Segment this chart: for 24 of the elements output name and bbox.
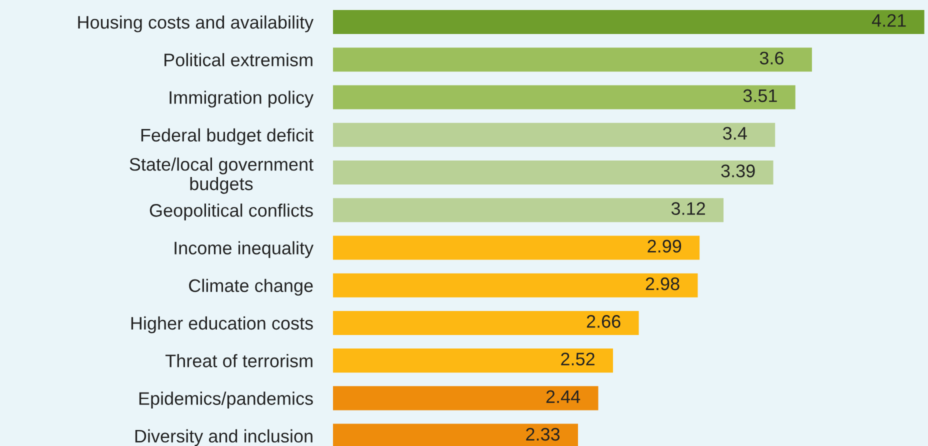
data-label: 3.51	[743, 89, 777, 102]
y-tick-label: Geopolitical conflicts	[150, 204, 313, 220]
y-tick-label: Income inequality	[174, 241, 314, 258]
data-label: 3.39	[721, 164, 755, 178]
y-tick-label: Epidemics/pandemics	[139, 392, 313, 409]
data-label: 2.33	[526, 428, 560, 441]
data-label: 2.99	[648, 240, 682, 253]
y-tick-label: Climate change	[189, 278, 313, 296]
y-tick-label: Political extremism	[164, 53, 312, 66]
y-tick-label: Diversity and inclusion	[135, 429, 312, 446]
data-label: 2.52	[561, 352, 594, 366]
data-label: 4.21	[872, 14, 906, 27]
y-tick-label: Threat of terrorism	[165, 354, 312, 368]
y-tick-label: Higher education costs	[131, 316, 313, 334]
data-label: 2.44	[546, 390, 580, 403]
data-label: 2.66	[586, 315, 620, 328]
y-tick-label: Housing costs and availability	[78, 15, 314, 32]
data-label: 3.12	[671, 202, 705, 215]
y-tick-label: Immigration policy	[170, 90, 314, 108]
data-label: 3.4	[723, 126, 747, 140]
y-tick-label: Federal budget deficit	[141, 128, 314, 146]
data-label: 2.98	[646, 277, 680, 290]
data-label: 3.6	[760, 52, 784, 64]
y-tick-label: State/local government budgets	[130, 158, 314, 194]
